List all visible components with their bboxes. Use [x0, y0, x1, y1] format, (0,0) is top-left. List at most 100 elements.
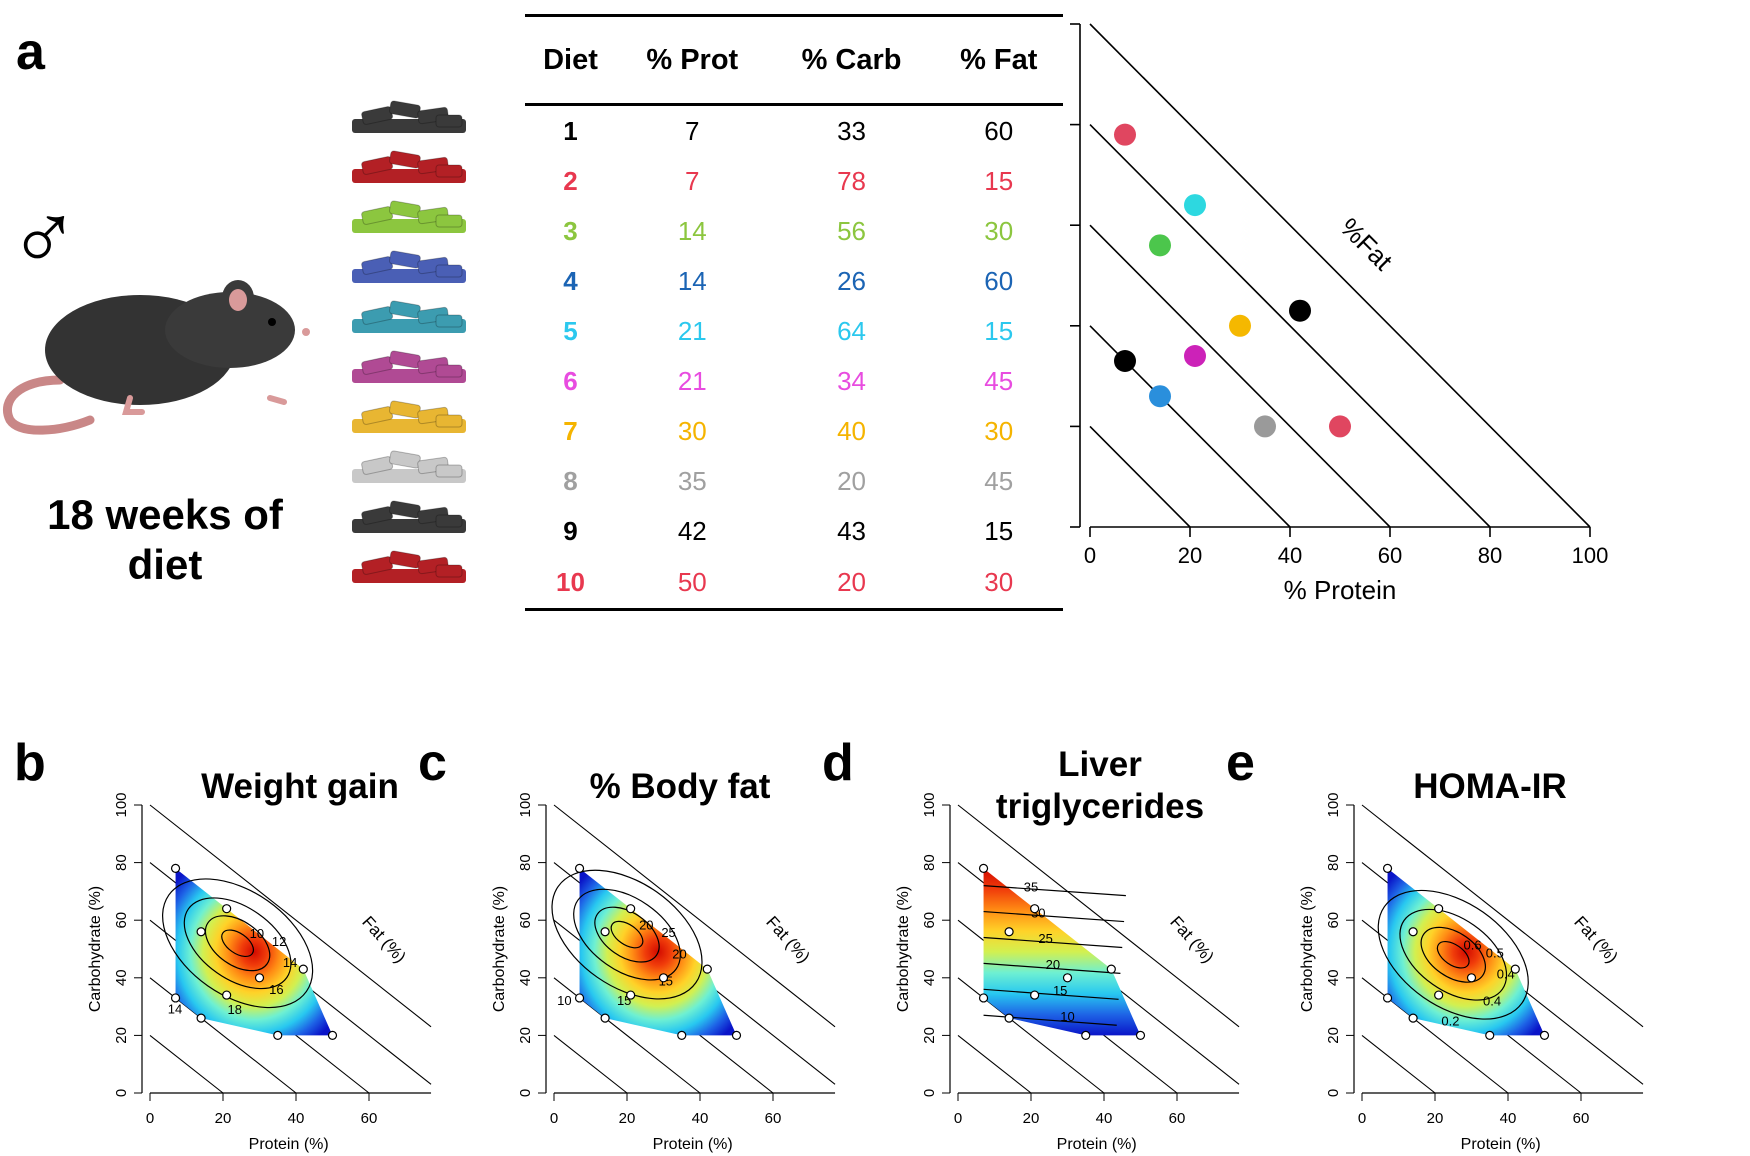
x-tick-label: 20 [1178, 543, 1202, 568]
data-point [1114, 350, 1136, 373]
y-tick-label: 40 [1060, 314, 1065, 338]
cell-prot: 35 [677, 465, 707, 496]
response-surface-panels: b0 20 40 60020406080100101214161814Protein … [14, 734, 1644, 1153]
cell-carb: 64 [837, 315, 866, 346]
contour-label: 0.2 [1441, 1013, 1459, 1028]
y-tick-label: 60 [921, 912, 938, 929]
x-axis-label: Protein (%) [249, 1136, 329, 1153]
x-tick-label: 60 [1169, 1110, 1186, 1127]
cell-diet: 1 [563, 115, 578, 146]
cell-fat: 30 [934, 556, 1063, 611]
design-point [1382, 993, 1393, 1003]
cell-carb: 40 [837, 415, 866, 446]
contour-label: 15 [1053, 983, 1067, 998]
design-point [1510, 964, 1520, 974]
cell-prot: 30 [677, 415, 707, 446]
y-tick-label: 100 [1325, 792, 1342, 817]
cell-diet: 3 [563, 215, 578, 246]
data-point [1289, 299, 1311, 322]
fat-annotation: Fat (%) [358, 912, 409, 966]
contour-line [983, 885, 1126, 897]
design-point [1135, 1030, 1146, 1040]
design-point [254, 973, 265, 983]
design-point [702, 964, 712, 974]
contour-label: 10 [557, 993, 571, 1008]
pellet-piece [388, 500, 421, 519]
pellet-column [350, 95, 470, 595]
table-row: 7 30 40 30 [525, 406, 1063, 456]
design-point [658, 973, 669, 983]
cell-carb: 26 [837, 265, 866, 296]
diet-pellet-icon [352, 100, 466, 133]
cell-fat: 15 [984, 515, 1014, 546]
x-axis-label: % Protein [1284, 575, 1397, 605]
design-point [677, 1030, 687, 1040]
contour-label: 0.5 [1486, 945, 1504, 960]
x-tick-label: 80 [1478, 543, 1502, 568]
design-point [731, 1030, 742, 1040]
diet-composition-scatter: 020406080100020406080100% Protein% Carbo… [1060, 6, 1608, 605]
fat-annotation: Fat (%) [1570, 912, 1621, 966]
y-tick-label: 0 [921, 1089, 938, 1097]
response-surface [983, 868, 1141, 1036]
design-point [273, 1030, 283, 1040]
contour-line [983, 962, 1121, 974]
contour-label: 10 [250, 926, 264, 941]
contour-label: 14 [168, 1002, 182, 1017]
panel-title-line: triglycerides [996, 787, 1204, 826]
fat-isoline [1089, 224, 1391, 528]
x-tick-label: 0 [1084, 543, 1096, 568]
pellet-piece [435, 264, 463, 278]
y-tick-label: 20 [517, 1027, 534, 1044]
cell-diet: 7 [563, 415, 578, 446]
x-tick-label: 40 [692, 1110, 709, 1127]
contour-line [573, 888, 681, 981]
y-tick-label: 20 [1325, 1027, 1342, 1044]
fat-annotation: Fat (%) [1166, 912, 1217, 966]
male-symbol: ♂ [8, 184, 80, 291]
y-tick-label: 60 [1325, 912, 1342, 929]
design-point [1408, 1013, 1418, 1023]
design-point [170, 863, 181, 873]
table-row: 1 7 33 60 [525, 105, 1063, 157]
cell-diet: 8 [563, 465, 578, 496]
data-point [1329, 415, 1351, 438]
x-axis-label: Protein (%) [1461, 1136, 1541, 1153]
header-diet: Diet [525, 14, 617, 106]
cell-prot: 7 [685, 115, 700, 146]
x-tick-label: 40 [1500, 1110, 1517, 1127]
contour-label: 35 [1024, 879, 1038, 894]
design-point [298, 964, 308, 974]
contour-line [162, 878, 314, 1009]
x-tick-label: 20 [215, 1110, 232, 1127]
contour-label: 18 [228, 1002, 242, 1017]
header-carbohydrate: % Carb [768, 14, 935, 106]
cell-carb: 33 [837, 115, 866, 146]
y-tick-label: 20 [921, 1027, 938, 1044]
cell-fat: 30 [984, 415, 1014, 446]
cell-fat: 30 [984, 215, 1014, 246]
fat-isoline [1361, 804, 1644, 1028]
contour-line [1420, 926, 1486, 983]
pellet-piece [435, 564, 463, 578]
y-axis-label: Carbohydrate (%) [491, 886, 508, 1012]
pellet-piece [435, 314, 463, 328]
data-point [1254, 415, 1276, 438]
pellet-piece [435, 514, 463, 528]
y-tick-label: 100 [921, 792, 938, 817]
cell-prot: 14 [677, 265, 707, 296]
fat-isoline [1089, 425, 1191, 528]
y-tick-label: 100 [1060, 6, 1065, 43]
x-tick-label: 60 [361, 1110, 378, 1127]
design-point [978, 863, 989, 873]
contour-line [1399, 908, 1508, 1001]
diet-pellet-icon [352, 300, 466, 333]
data-point [1114, 123, 1136, 146]
pellet-piece [388, 300, 421, 319]
cell-diet: 6 [563, 365, 578, 396]
contour-line [983, 910, 1125, 923]
x-tick-label: 0 [954, 1110, 962, 1127]
contour-label: 20 [639, 917, 653, 932]
cell-diet: 5 [563, 315, 578, 346]
design-point [1062, 973, 1073, 983]
